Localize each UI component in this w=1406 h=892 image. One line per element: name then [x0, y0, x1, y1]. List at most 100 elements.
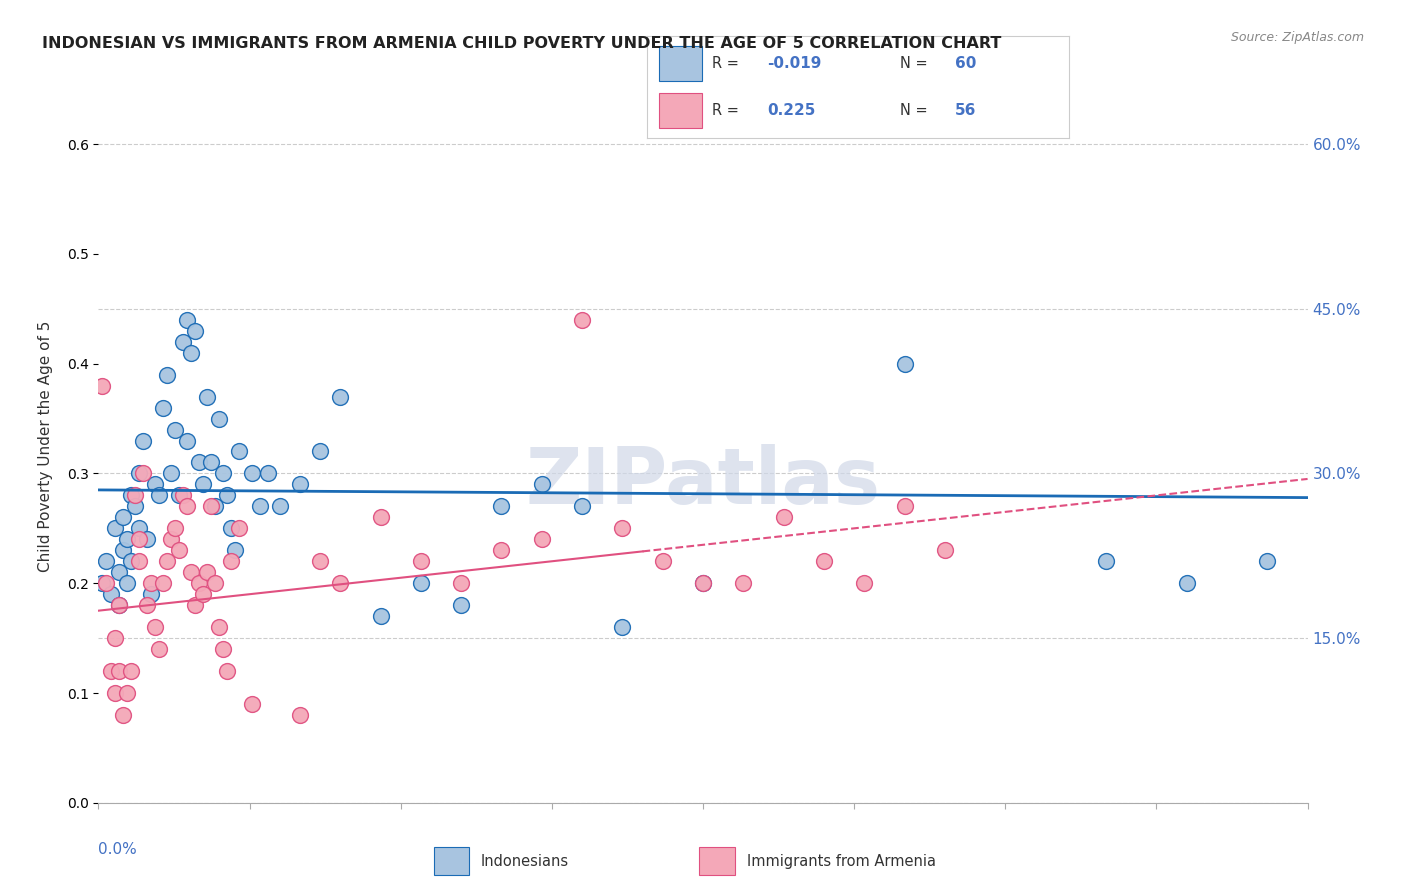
Point [651, 554, 673, 568]
Point [148, 488, 170, 502]
Point [249, 500, 271, 514]
Point [208, 620, 231, 634]
Point [221, 554, 243, 568]
Point [120, 488, 142, 502]
Point [288, 477, 311, 491]
Point [107, 566, 129, 580]
Point [853, 576, 876, 591]
Text: 56: 56 [955, 103, 976, 118]
Point [115, 686, 138, 700]
Point [893, 500, 915, 514]
Point [115, 576, 138, 591]
Point [530, 477, 553, 491]
Point [180, 345, 202, 359]
Point [571, 500, 593, 514]
Point [176, 312, 198, 326]
Point [176, 434, 198, 448]
Point [135, 598, 157, 612]
Point [228, 521, 250, 535]
Point [692, 576, 714, 591]
Point [96, 576, 118, 591]
FancyBboxPatch shape [659, 93, 702, 128]
Point [111, 708, 134, 723]
Point [193, 477, 215, 491]
FancyBboxPatch shape [433, 847, 470, 875]
Text: 0.225: 0.225 [768, 103, 815, 118]
Point [309, 444, 332, 458]
Point [269, 500, 291, 514]
Point [612, 521, 634, 535]
Point [120, 664, 142, 678]
Point [188, 455, 211, 469]
Point [221, 521, 243, 535]
Point [692, 576, 714, 591]
Point [256, 467, 278, 481]
Point [120, 554, 142, 568]
Point [163, 521, 186, 535]
Point [733, 576, 755, 591]
Point [217, 664, 239, 678]
Point [491, 543, 513, 558]
Point [167, 543, 190, 558]
Point [135, 533, 157, 547]
Point [200, 455, 222, 469]
Point [107, 598, 129, 612]
Text: 0.0%: 0.0% [98, 842, 138, 857]
Point [450, 598, 472, 612]
Point [143, 477, 166, 491]
Point [139, 576, 162, 591]
Point [128, 467, 150, 481]
FancyBboxPatch shape [699, 847, 735, 875]
Point [128, 521, 150, 535]
Point [156, 554, 179, 568]
Text: Indonesians: Indonesians [481, 854, 569, 869]
Point [139, 587, 162, 601]
Point [240, 697, 263, 711]
Point [934, 543, 956, 558]
Point [1095, 554, 1118, 568]
Point [212, 642, 235, 657]
Point [370, 510, 392, 524]
Point [612, 620, 634, 634]
Point [204, 500, 226, 514]
Point [152, 401, 174, 415]
Point [571, 312, 593, 326]
Point [193, 587, 215, 601]
Point [329, 390, 352, 404]
Point [224, 543, 246, 558]
Point [132, 467, 155, 481]
Y-axis label: Child Poverty Under the Age of 5: Child Poverty Under the Age of 5 [38, 320, 53, 572]
Point [409, 576, 432, 591]
Point [128, 533, 150, 547]
Point [530, 533, 553, 547]
Point [107, 598, 129, 612]
Point [172, 334, 194, 349]
Point [204, 576, 226, 591]
Point [772, 510, 794, 524]
Point [200, 500, 222, 514]
Text: -0.019: -0.019 [768, 56, 821, 70]
Point [813, 554, 835, 568]
Point [228, 444, 250, 458]
Point [91, 576, 114, 591]
Point [163, 423, 186, 437]
Point [103, 521, 125, 535]
Point [111, 543, 134, 558]
Point [124, 500, 146, 514]
Point [450, 576, 472, 591]
Point [212, 467, 235, 481]
Point [1256, 554, 1278, 568]
Text: N =: N = [900, 103, 932, 118]
Point [143, 620, 166, 634]
Text: R =: R = [713, 103, 744, 118]
Point [184, 598, 207, 612]
Point [103, 686, 125, 700]
Point [208, 411, 231, 425]
Point [148, 642, 170, 657]
Point [96, 554, 118, 568]
Point [217, 488, 239, 502]
Text: Immigrants from Armenia: Immigrants from Armenia [747, 854, 935, 869]
Point [195, 390, 218, 404]
Point [100, 587, 122, 601]
Point [184, 324, 207, 338]
